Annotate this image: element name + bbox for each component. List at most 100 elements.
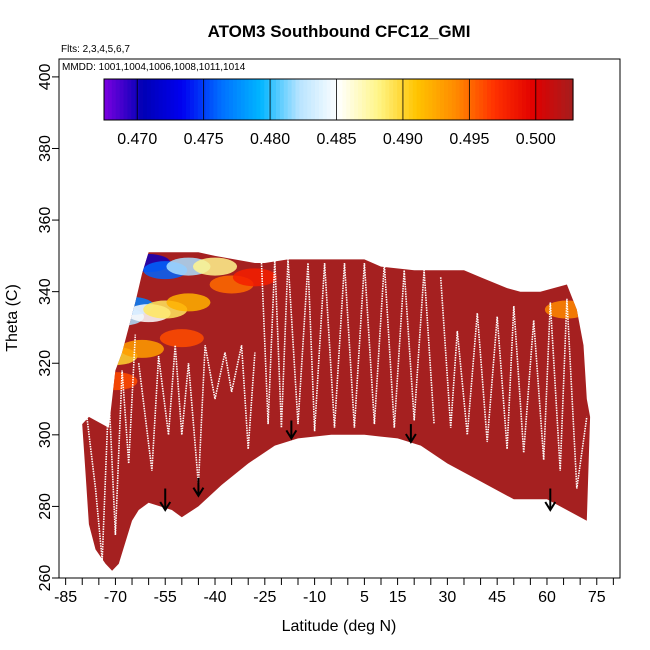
x-tick-label-8: 30	[438, 589, 456, 606]
colorbar-tick-label-6: 0.500	[516, 131, 556, 148]
colorbar-segment	[119, 79, 125, 120]
colorbar-segment	[272, 79, 277, 120]
colorbar-segment	[490, 79, 496, 120]
colorbar-segment	[369, 79, 375, 120]
colorbar-segment	[318, 79, 324, 120]
colorbar-segment	[397, 79, 402, 120]
colorbar-segment	[150, 79, 156, 120]
colorbar-segment	[455, 79, 461, 120]
colorbar-segment	[193, 79, 199, 120]
colorbar-segment	[361, 79, 367, 120]
colorbar-segment	[154, 79, 160, 120]
colorbar-segment	[494, 79, 500, 120]
colorbar-segment	[428, 79, 433, 120]
colorbar-segment	[565, 79, 570, 120]
colorbar-segment	[260, 79, 265, 120]
y-tick-label-6: 380	[37, 135, 54, 162]
flight-track-2	[260, 259, 435, 432]
colorbar-segment	[213, 79, 218, 120]
colorbar-segment	[104, 79, 109, 120]
colorbar-segment	[412, 79, 418, 120]
colorbar-segment	[440, 79, 445, 120]
arrow-1	[192, 477, 205, 498]
x-tick-label-11: 75	[588, 589, 606, 606]
colorbar-segment	[217, 79, 222, 120]
colorbar-segment	[459, 79, 465, 120]
colorbar-segment	[561, 79, 566, 120]
colorbar-segment	[307, 79, 312, 120]
colorbar-segment	[463, 79, 469, 120]
flight-track-0	[84, 334, 137, 561]
x-axis: -85 -70 -55 -40 -25 -10 5 15 30 45 60 75	[54, 578, 614, 606]
colorbar-segment	[291, 79, 297, 120]
colorbar-tick-label-2: 0.480	[250, 131, 290, 148]
arrow-2	[285, 420, 298, 441]
colorbar-tick-label-3: 0.485	[316, 131, 356, 148]
colorbar-segment	[127, 79, 132, 120]
colorbar-segment	[330, 79, 336, 120]
colorbar-segment	[526, 79, 531, 120]
colorbar-segment	[264, 79, 269, 120]
colorbar-segment	[502, 79, 508, 120]
colorbar-segment	[424, 79, 429, 120]
colorbar-segment	[541, 79, 547, 120]
flight-tracks	[84, 259, 588, 561]
colorbar-segment	[408, 79, 414, 120]
colorbar-segment	[139, 79, 144, 120]
arrow-3	[405, 424, 417, 444]
colorbar-frame	[103, 78, 574, 121]
colorbar-segment	[436, 79, 441, 120]
colorbar-segment	[393, 79, 398, 120]
colorbar-segment	[158, 79, 164, 120]
colorbar-segment	[549, 79, 555, 120]
colorbar-segment	[373, 79, 379, 120]
colorbar-segment	[240, 79, 246, 120]
colorbar-segment	[404, 79, 410, 120]
value-patch-14	[93, 372, 138, 391]
colorbar-segment	[186, 79, 191, 120]
flight-track-1	[137, 345, 256, 485]
colorbar-segment	[365, 79, 371, 120]
colorbar-tick-label-4: 0.490	[383, 131, 423, 148]
colorbar-segment	[444, 79, 449, 120]
colorbar-segment	[346, 79, 351, 120]
colorbar-segment	[447, 79, 453, 120]
colorbar-segment	[182, 79, 187, 120]
colorbar-segment	[416, 79, 422, 120]
colorbar-segment	[166, 79, 172, 120]
y-tick-label-0: 260	[37, 565, 54, 592]
colorbar-segment	[178, 79, 183, 120]
colorbar-segment	[229, 79, 234, 120]
x-tick-label-5: -10	[303, 589, 326, 606]
colorbar-segment	[537, 79, 543, 120]
flight-arrows	[159, 420, 557, 512]
value-patch-13	[159, 329, 204, 348]
colorbar-segment	[530, 79, 535, 120]
colorbar-segment	[514, 79, 519, 120]
colorbar-segment	[385, 79, 390, 120]
colorbar-segment	[569, 79, 574, 120]
x-tick-label-9: 45	[488, 589, 506, 606]
arrow-4	[544, 488, 557, 512]
colorbar-segment	[248, 79, 254, 120]
colorbar-segment	[358, 79, 363, 120]
colorbar-segment	[475, 79, 480, 120]
colorbar-tick-label-1: 0.475	[184, 131, 224, 148]
x-tick-label-4: -25	[253, 589, 276, 606]
colorbar-segment	[209, 79, 215, 120]
colorbar-segment	[377, 79, 383, 120]
colorbar-segment	[432, 79, 437, 120]
colorbar-segment	[295, 79, 301, 120]
x-tick-label-3: -40	[203, 589, 226, 606]
colorbar-segment	[342, 79, 347, 120]
colorbar-segment	[510, 79, 515, 120]
y-tick-label-1: 280	[37, 493, 54, 520]
colorbar-segment	[107, 79, 113, 120]
value-patch-12	[119, 339, 164, 358]
value-patch-8	[166, 293, 211, 312]
flight-track-3	[439, 277, 588, 489]
low-value-region	[93, 254, 589, 391]
y-tick-label-3: 320	[37, 350, 54, 377]
colorbar-tick-label-0: 0.470	[117, 131, 157, 148]
